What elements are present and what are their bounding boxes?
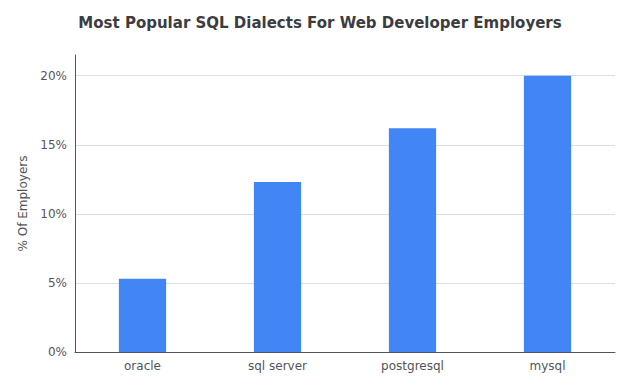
svg-text:20%: 20% (40, 69, 67, 83)
svg-text:postgresql: postgresql (381, 359, 444, 373)
svg-text:sql server: sql server (248, 359, 307, 373)
svg-text:10%: 10% (40, 207, 67, 221)
svg-text:0%: 0% (48, 345, 67, 359)
svg-text:oracle: oracle (124, 359, 161, 373)
svg-text:15%: 15% (40, 138, 67, 152)
svg-text:mysql: mysql (530, 359, 566, 373)
svg-text:% Of Employers: % Of Employers (16, 156, 30, 252)
svg-text:5%: 5% (48, 276, 67, 290)
svg-text:Most Popular SQL Dialects For: Most Popular SQL Dialects For Web Develo… (78, 14, 561, 32)
